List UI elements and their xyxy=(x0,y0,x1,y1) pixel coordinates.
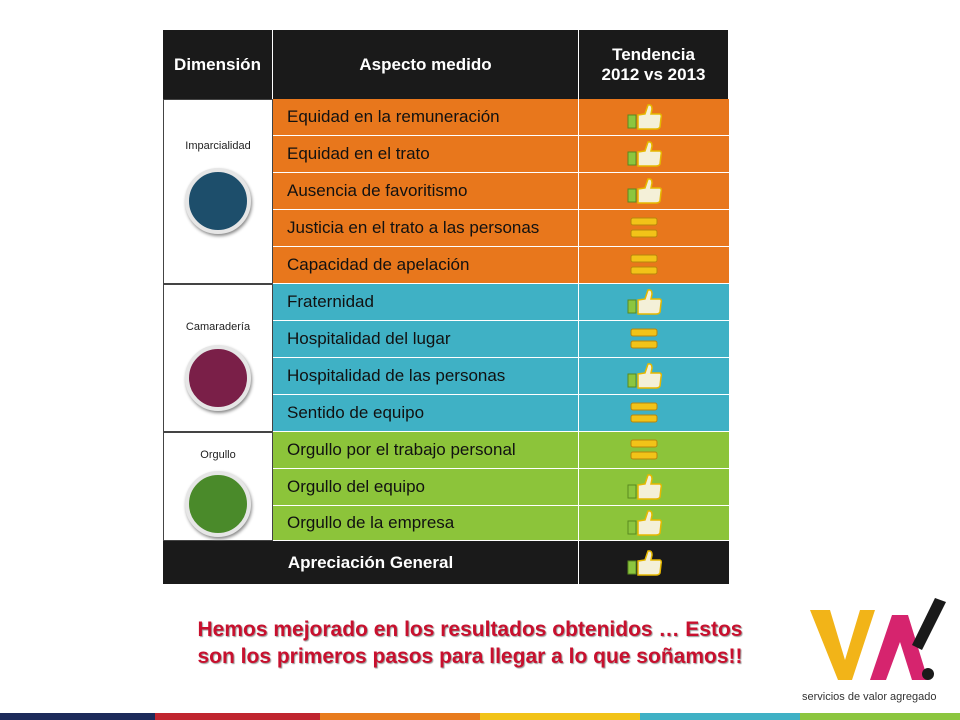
aspect-cell: Justicia en el trato a las personas xyxy=(273,210,579,247)
aspect-cell: Hospitalidad del lugar xyxy=(273,321,579,358)
aspect-cell: Orgullo de la empresa xyxy=(273,506,579,541)
logo-tagline: servicios de valor agregado xyxy=(802,691,937,703)
dimension-icon xyxy=(185,345,251,411)
trend-cell xyxy=(579,99,729,136)
thumb-up-icon xyxy=(627,103,663,131)
header-cell: Dimensión xyxy=(163,30,273,99)
thumb-up-icon xyxy=(627,473,663,501)
thumb-up-icon xyxy=(627,177,663,205)
trend-cell xyxy=(579,395,729,432)
thumb-up-icon xyxy=(627,288,663,316)
color-stripe xyxy=(0,713,960,720)
thumb-up-icon xyxy=(627,509,663,537)
dimension-label: Imparcialidad xyxy=(185,140,251,152)
trend-cell xyxy=(579,210,729,247)
trend-cell xyxy=(579,173,729,210)
thumb-up-icon xyxy=(627,140,663,168)
trend-cell xyxy=(579,136,729,173)
dimension-cell: Orgullo xyxy=(163,432,273,541)
aspect-cell: Hospitalidad de las personas xyxy=(273,358,579,395)
equal-icon xyxy=(627,325,663,353)
equal-icon xyxy=(627,436,663,464)
trend-cell xyxy=(579,358,729,395)
header-cell: Aspecto medido xyxy=(273,30,579,99)
dimension-icon xyxy=(185,471,251,537)
aspect-cell: Orgullo del equipo xyxy=(273,469,579,506)
trend-cell xyxy=(579,247,729,284)
aspect-cell: Equidad en el trato xyxy=(273,136,579,173)
dimension-label: Camaradería xyxy=(185,321,251,333)
trend-cell xyxy=(579,469,729,506)
equal-icon xyxy=(627,399,663,427)
dimension-label: Orgullo xyxy=(200,449,236,461)
dimension-cell: Camaradería xyxy=(163,284,273,432)
trend-cell xyxy=(579,321,729,358)
aspect-cell: Fraternidad xyxy=(273,284,579,321)
dimension-icon xyxy=(185,168,251,234)
aspect-cell: Capacidad de apelación xyxy=(273,247,579,284)
logo: servicios de valor agregado xyxy=(802,598,946,703)
trend-cell xyxy=(579,541,729,584)
aspect-cell: Orgullo por el trabajo personal xyxy=(273,432,579,469)
equal-icon xyxy=(627,251,663,279)
aspect-cell: Ausencia de favoritismo xyxy=(273,173,579,210)
trend-cell xyxy=(579,432,729,469)
equal-icon xyxy=(627,214,663,242)
trend-cell xyxy=(579,284,729,321)
summary-cell: Apreciación General xyxy=(163,541,579,584)
trend-cell xyxy=(579,506,729,541)
aspect-cell: Equidad en la remuneración xyxy=(273,99,579,136)
dimension-cell: Imparcialidad xyxy=(163,99,273,284)
thumb-up-icon xyxy=(627,362,663,390)
thumb-up-icon xyxy=(627,549,663,577)
message: Hemos mejorado en los resultados obtenid… xyxy=(197,618,743,668)
aspect-cell: Sentido de equipo xyxy=(273,395,579,432)
header-cell: Tendencia 2012 vs 2013 xyxy=(579,30,729,99)
